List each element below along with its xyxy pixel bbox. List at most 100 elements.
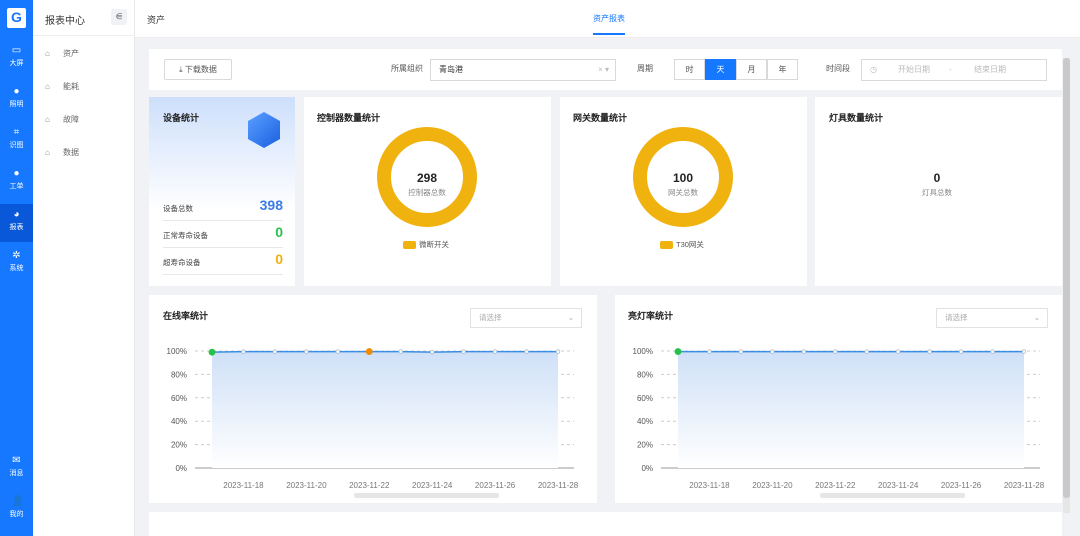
nav-label: 我的 bbox=[9, 511, 24, 518]
collapse-menu-button[interactable]: ⋹ bbox=[111, 9, 127, 25]
nav-item-lighting[interactable]: ● 照明 bbox=[0, 81, 33, 121]
x-tick-label: 2023-11-26 bbox=[475, 481, 516, 490]
legend-label: 微断开关 bbox=[419, 240, 449, 249]
data-point bbox=[335, 349, 341, 354]
download-icon: ⤓ bbox=[179, 65, 185, 74]
next-section bbox=[149, 512, 1062, 536]
donut-value: 100 bbox=[672, 171, 694, 185]
card-title: 网关数量统计 bbox=[573, 113, 628, 123]
lamp-value: 0 bbox=[933, 171, 941, 185]
page-scrollbar[interactable] bbox=[1063, 58, 1070, 513]
data-point bbox=[524, 349, 529, 354]
nav-item-workorder[interactable]: ● 工单 bbox=[0, 163, 33, 203]
chevron-down-icon: ⌄ bbox=[567, 313, 574, 322]
data-point bbox=[958, 349, 964, 354]
scan-icon: ⌗ bbox=[13, 127, 20, 138]
legend-item[interactable]: 微断开关 bbox=[403, 239, 449, 250]
data-point bbox=[864, 349, 869, 354]
y-tick-label: 60% bbox=[637, 394, 653, 403]
x-tick-label: 2023-11-18 bbox=[689, 481, 730, 490]
building-icon: ⌂ bbox=[45, 82, 50, 91]
building-icon: ⌂ bbox=[45, 148, 50, 157]
data-point bbox=[365, 348, 373, 355]
legend-item[interactable]: T30网关 bbox=[660, 239, 704, 250]
y-tick-label: 80% bbox=[637, 370, 653, 379]
card-title: 在线率统计 bbox=[163, 311, 209, 321]
x-tick-label: 2023-11-22 bbox=[815, 481, 856, 490]
date-range-picker[interactable]: ◷ 开始日期 - 结束日期 bbox=[861, 59, 1047, 81]
submenu-label: 故障 bbox=[63, 115, 79, 124]
org-select[interactable]: 青岛港 × ▾ bbox=[430, 59, 616, 81]
x-tick-label: 2023-11-22 bbox=[349, 481, 390, 490]
stat-row-total: 设备总数 398 bbox=[163, 195, 283, 221]
data-point bbox=[272, 349, 278, 354]
y-tick-label: 40% bbox=[637, 417, 653, 426]
data-point bbox=[1021, 349, 1027, 354]
stat-value: 0 bbox=[275, 224, 283, 240]
submenu-item-data[interactable]: ⌂ 数据 bbox=[45, 147, 79, 161]
submenu-label: 数据 bbox=[63, 148, 79, 157]
data-point bbox=[492, 349, 498, 354]
data-point bbox=[304, 349, 309, 354]
org-value: 青岛港 bbox=[439, 65, 463, 74]
download-label: 下载数据 bbox=[184, 65, 217, 74]
period-month[interactable]: 月 bbox=[736, 59, 767, 80]
data-point bbox=[555, 349, 561, 354]
clear-chevron-icon[interactable]: × ▾ bbox=[598, 65, 609, 74]
legend-label: T30网关 bbox=[676, 240, 704, 249]
nav-item-dashboard[interactable]: ▭ 大屏 bbox=[0, 40, 33, 80]
nav-label: 照明 bbox=[9, 101, 24, 108]
area-fill bbox=[678, 351, 1024, 468]
nav-item-messages[interactable]: ✉ 消息 bbox=[0, 450, 33, 490]
building-icon: ⌂ bbox=[45, 49, 50, 58]
nav-label: 识图 bbox=[9, 142, 24, 149]
data-point bbox=[895, 349, 901, 354]
online-select[interactable]: 请选择 ⌄ bbox=[470, 308, 582, 328]
org-label: 所属组织 bbox=[391, 64, 423, 73]
select-placeholder: 请选择 bbox=[945, 313, 968, 322]
card-title: 亮灯率统计 bbox=[628, 311, 674, 321]
building-icon: ⌂ bbox=[45, 115, 50, 124]
submenu: 报表中心 ⋹ ⌂ 资产 ⌂ 能耗 ⌂ 故障 ⌂ 数据 bbox=[33, 0, 135, 536]
lighting-select[interactable]: 请选择 ⌄ bbox=[936, 308, 1048, 328]
data-point bbox=[241, 349, 246, 354]
online-rate-chart: 0% 20% 40% 60% 80% 100% 2023-11-18 2023-11-20 20… bbox=[167, 347, 579, 498]
nav-label: 工单 bbox=[9, 183, 24, 190]
start-date-input[interactable]: 开始日期 bbox=[898, 65, 930, 74]
x-tick-label: 2023-11-24 bbox=[412, 481, 453, 490]
x-tick-label: 2023-11-20 bbox=[286, 481, 327, 490]
y-tick-label: 80% bbox=[171, 370, 187, 379]
monitor-icon: ▭ bbox=[11, 45, 22, 56]
data-point bbox=[770, 349, 775, 354]
nav-item-recognition[interactable]: ⌗ 识图 bbox=[0, 122, 33, 162]
period-day[interactable]: 天 bbox=[705, 59, 736, 80]
download-button[interactable]: ⤓ 下载数据 bbox=[164, 59, 232, 80]
tab-asset-report[interactable]: 资产报表 bbox=[593, 13, 625, 35]
y-tick-label: 100% bbox=[167, 347, 187, 356]
period-year[interactable]: 年 bbox=[767, 59, 798, 80]
pin-icon: ● bbox=[13, 168, 20, 179]
nav-item-system[interactable]: ✲ 系统 bbox=[0, 245, 33, 285]
divider bbox=[33, 35, 135, 36]
submenu-item-energy[interactable]: ⌂ 能耗 bbox=[45, 81, 79, 95]
breadcrumb: 资产 bbox=[147, 15, 166, 25]
nav-item-reports[interactable]: ◕ 报表 bbox=[0, 204, 33, 242]
end-date-input[interactable]: 结束日期 bbox=[974, 65, 1006, 74]
nav-label: 报表 bbox=[9, 224, 24, 231]
scrollbar-thumb[interactable] bbox=[1063, 58, 1070, 498]
submenu-item-assets[interactable]: ⌂ 资产 bbox=[45, 48, 79, 62]
x-tick-label: 2023-11-18 bbox=[223, 481, 264, 490]
y-tick-label: 20% bbox=[637, 441, 653, 450]
nav-item-profile[interactable]: 👤 我的 bbox=[0, 491, 33, 531]
chart-scrollbar bbox=[354, 493, 499, 498]
bulb-icon: ● bbox=[13, 86, 20, 97]
data-point bbox=[208, 348, 216, 356]
donut-caption: 网关总数 bbox=[668, 188, 698, 197]
period-hour[interactable]: 时 bbox=[674, 59, 705, 80]
chart-scrollbar bbox=[820, 493, 965, 498]
stat-value: 0 bbox=[275, 251, 283, 267]
submenu-item-faults[interactable]: ⌂ 故障 bbox=[45, 114, 79, 128]
x-tick-label: 2023-11-28 bbox=[538, 481, 579, 490]
y-tick-label: 0% bbox=[175, 464, 187, 473]
card-title: 设备统计 bbox=[163, 113, 200, 123]
